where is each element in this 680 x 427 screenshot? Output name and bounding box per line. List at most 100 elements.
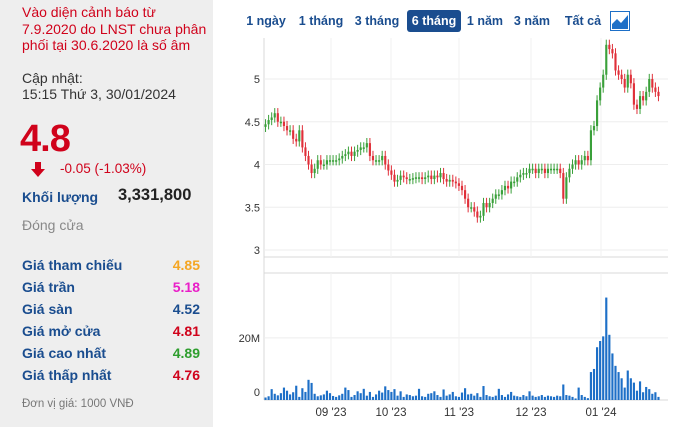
range-1-month-button[interactable]: 1 tháng	[298, 14, 344, 28]
volume-bar	[276, 395, 279, 400]
candle-body	[378, 160, 381, 162]
candle-body	[605, 44, 608, 75]
volume-bar	[476, 393, 479, 400]
candle-body	[513, 181, 516, 184]
volume-bar	[549, 396, 553, 400]
volume-bar	[626, 370, 629, 400]
candle-body	[580, 160, 583, 165]
candle-body	[632, 83, 635, 105]
volume-bar	[583, 396, 586, 400]
candle-body	[642, 96, 645, 101]
candle-body	[402, 175, 405, 178]
candle-body	[657, 91, 660, 97]
warning-text: Vào diện cảnh báo từ 7.9.2020 do LNST ch…	[22, 4, 207, 53]
candle-body	[586, 155, 589, 161]
volume-bar	[421, 396, 424, 400]
stat-row-reference: Giá tham chiếu 4.85	[22, 257, 200, 275]
stat-row-floor: Giá sàn 4.52	[22, 301, 200, 319]
stat-label: Giá tham chiếu	[22, 257, 123, 273]
candle-body	[534, 168, 537, 174]
volume-bar	[611, 353, 614, 400]
update-time: 15:15 Thứ 3, 30/01/2024	[22, 86, 176, 102]
volume-bar	[467, 394, 470, 400]
volume-bar	[393, 389, 396, 400]
volume-bar	[270, 389, 273, 400]
candle-body	[273, 113, 276, 118]
candle-body	[528, 168, 531, 174]
candle-body	[614, 53, 617, 71]
stat-value: 4.52	[172, 301, 200, 317]
candle-body	[460, 185, 464, 191]
stat-value: 5.18	[172, 279, 200, 295]
candle-body	[335, 160, 338, 162]
down-arrow-icon	[31, 162, 45, 177]
candle-body	[374, 160, 378, 162]
candle-body	[654, 87, 657, 92]
candle-body	[454, 181, 457, 184]
volume-bar	[298, 396, 301, 400]
candle-body	[473, 207, 476, 212]
candle-body	[565, 177, 568, 199]
candle-body	[595, 100, 599, 127]
stat-row-low: Giá thấp nhất 4.76	[22, 367, 200, 385]
volume-bar	[442, 389, 445, 400]
candle-body	[285, 126, 289, 131]
x-tick-label: 10 '23	[376, 407, 407, 419]
volume-bar	[264, 397, 267, 400]
volume-bar	[295, 385, 298, 400]
volume-bar	[589, 372, 593, 400]
chart-type-icon[interactable]	[610, 11, 630, 31]
volume-bar	[559, 396, 562, 400]
volume-bar	[516, 396, 519, 400]
volume-bar	[411, 396, 414, 400]
range-3-years-button[interactable]: 3 năm	[513, 14, 551, 28]
volume-bar	[635, 390, 639, 400]
volume-bar	[651, 393, 654, 400]
volume-bar	[331, 395, 335, 400]
volume-bar	[341, 393, 344, 400]
candle-body	[491, 198, 494, 203]
volume-bar	[470, 393, 473, 400]
volume-bar	[316, 396, 319, 400]
volume-bar	[273, 393, 276, 400]
candle-body	[298, 130, 301, 142]
range-1-year-button[interactable]: 1 năm	[466, 14, 504, 28]
range-1-day-button[interactable]: 1 ngày	[246, 14, 286, 28]
candle-body	[602, 74, 605, 88]
candle-body	[503, 185, 507, 191]
volume-bar	[494, 395, 497, 400]
candle-body	[347, 151, 350, 155]
volume-bar	[414, 395, 418, 400]
candle-body	[445, 179, 448, 182]
candle-body	[331, 160, 335, 162]
range-3-months-button[interactable]: 3 tháng	[354, 14, 400, 28]
candle-body	[543, 168, 546, 174]
volume-bar	[562, 384, 565, 400]
volume-bar	[350, 396, 353, 400]
candle-body	[301, 130, 304, 148]
range-6-months-button[interactable]: 6 tháng	[407, 10, 461, 32]
candle-body	[448, 179, 451, 182]
update-label: Cập nhật:	[22, 70, 83, 86]
volume-bar	[629, 378, 632, 400]
candle-body	[546, 168, 550, 174]
range-all-button[interactable]: Tất cả	[564, 14, 602, 28]
candle-body	[559, 168, 562, 174]
volume-bar	[522, 395, 525, 400]
candle-body	[353, 151, 356, 156]
volume-bar	[279, 393, 282, 400]
volume-bar	[402, 396, 405, 400]
y-tick-label: 4.5	[245, 117, 260, 129]
volume-bar	[513, 395, 516, 400]
volume-bar	[381, 392, 384, 400]
volume-bar	[353, 395, 356, 400]
volume-bar	[282, 387, 286, 400]
volume-bar	[427, 393, 430, 400]
candle-body	[405, 177, 408, 180]
candle-body	[430, 175, 433, 180]
volume-bar	[457, 396, 461, 400]
volume-bar	[556, 395, 559, 400]
candle-body	[359, 147, 362, 150]
stat-value: 4.76	[172, 367, 200, 383]
x-tick-label: 01 '24	[586, 407, 618, 419]
